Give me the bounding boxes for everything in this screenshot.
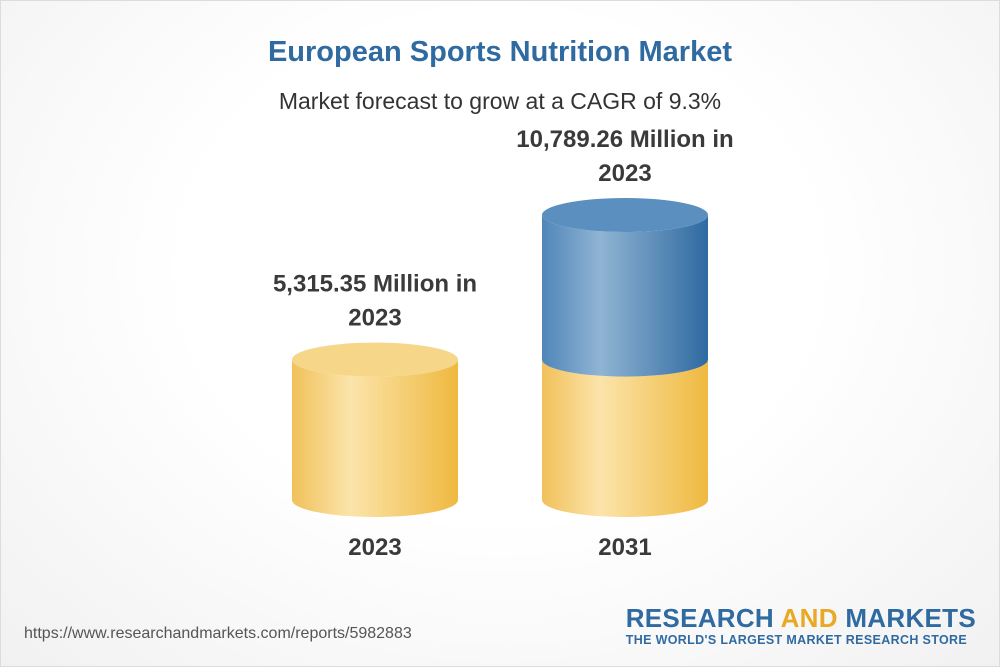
category-label-2031: 2031	[598, 534, 651, 561]
brand-research: RESEARCH	[625, 603, 781, 633]
brand-logo: RESEARCH AND MARKETS THE WORLD'S LARGEST…	[626, 604, 976, 648]
data-label-2023: 5,315.35 Million in 2023	[273, 271, 477, 332]
brand-and: AND	[780, 603, 838, 633]
category-label-2023: 2023	[348, 534, 401, 561]
bar-2031-top	[542, 198, 708, 232]
bar-2023-top	[292, 342, 458, 377]
bar-2023-body	[292, 359, 458, 517]
bar-2031-growth-segment	[542, 215, 708, 377]
brand-markets: MARKETS	[837, 603, 976, 633]
chart-title: European Sports Nutrition Market	[267, 36, 733, 68]
chart-subtitle: Market forecast to grow at a CAGR of 9.3…	[278, 88, 722, 114]
bar-2031-base-segment	[542, 359, 708, 517]
data-label-2031: 10,789.26 Million in 2023	[516, 126, 733, 187]
brand-tagline: THE WORLD'S LARGEST MARKET RESEARCH STOR…	[625, 633, 968, 647]
source-url[interactable]: https://www.researchandmarkets.com/repor…	[24, 625, 412, 642]
